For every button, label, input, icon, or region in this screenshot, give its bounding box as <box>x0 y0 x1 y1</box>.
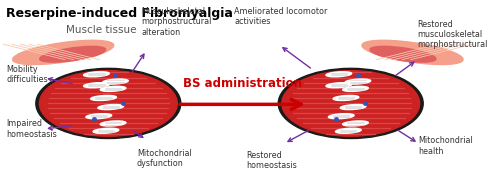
Ellipse shape <box>84 83 110 88</box>
Ellipse shape <box>40 46 106 62</box>
Text: Restored
musculoskeletal
morphostructural: Restored musculoskeletal morphostructura… <box>418 20 488 49</box>
Ellipse shape <box>12 40 114 65</box>
Text: Musculoskeletal
morphostructural
alteration: Musculoskeletal morphostructural alterat… <box>142 7 212 37</box>
Text: BS administration: BS administration <box>183 77 302 90</box>
Ellipse shape <box>36 68 181 139</box>
Ellipse shape <box>342 121 368 126</box>
Ellipse shape <box>40 71 177 136</box>
Ellipse shape <box>342 86 368 91</box>
Ellipse shape <box>326 83 351 88</box>
Ellipse shape <box>100 121 126 126</box>
Ellipse shape <box>98 105 124 110</box>
Ellipse shape <box>328 114 354 119</box>
Ellipse shape <box>340 105 366 110</box>
Text: Ameliorated locomotor
activities: Ameliorated locomotor activities <box>234 7 328 26</box>
Ellipse shape <box>333 95 359 100</box>
Text: Mitochondrial
dysfunction: Mitochondrial dysfunction <box>137 149 192 168</box>
Text: Mitochondrial
health: Mitochondrial health <box>418 136 474 156</box>
Ellipse shape <box>278 68 423 139</box>
Ellipse shape <box>90 95 117 100</box>
Ellipse shape <box>86 114 112 119</box>
Ellipse shape <box>102 79 128 84</box>
Ellipse shape <box>282 71 420 136</box>
Text: Impaired
homeostasis: Impaired homeostasis <box>6 119 57 139</box>
Text: Reserpine-induced Fibromyalgia: Reserpine-induced Fibromyalgia <box>6 7 233 20</box>
Text: Mobility
difficulties: Mobility difficulties <box>6 65 48 84</box>
Text: Restored
homeostasis: Restored homeostasis <box>246 151 297 170</box>
Ellipse shape <box>326 72 351 77</box>
Text: Muscle tissue: Muscle tissue <box>66 25 136 35</box>
Ellipse shape <box>84 72 110 77</box>
Ellipse shape <box>370 46 436 62</box>
Ellipse shape <box>100 86 126 91</box>
Ellipse shape <box>362 40 463 65</box>
Ellipse shape <box>336 128 361 133</box>
Ellipse shape <box>93 128 119 133</box>
Ellipse shape <box>345 79 370 84</box>
